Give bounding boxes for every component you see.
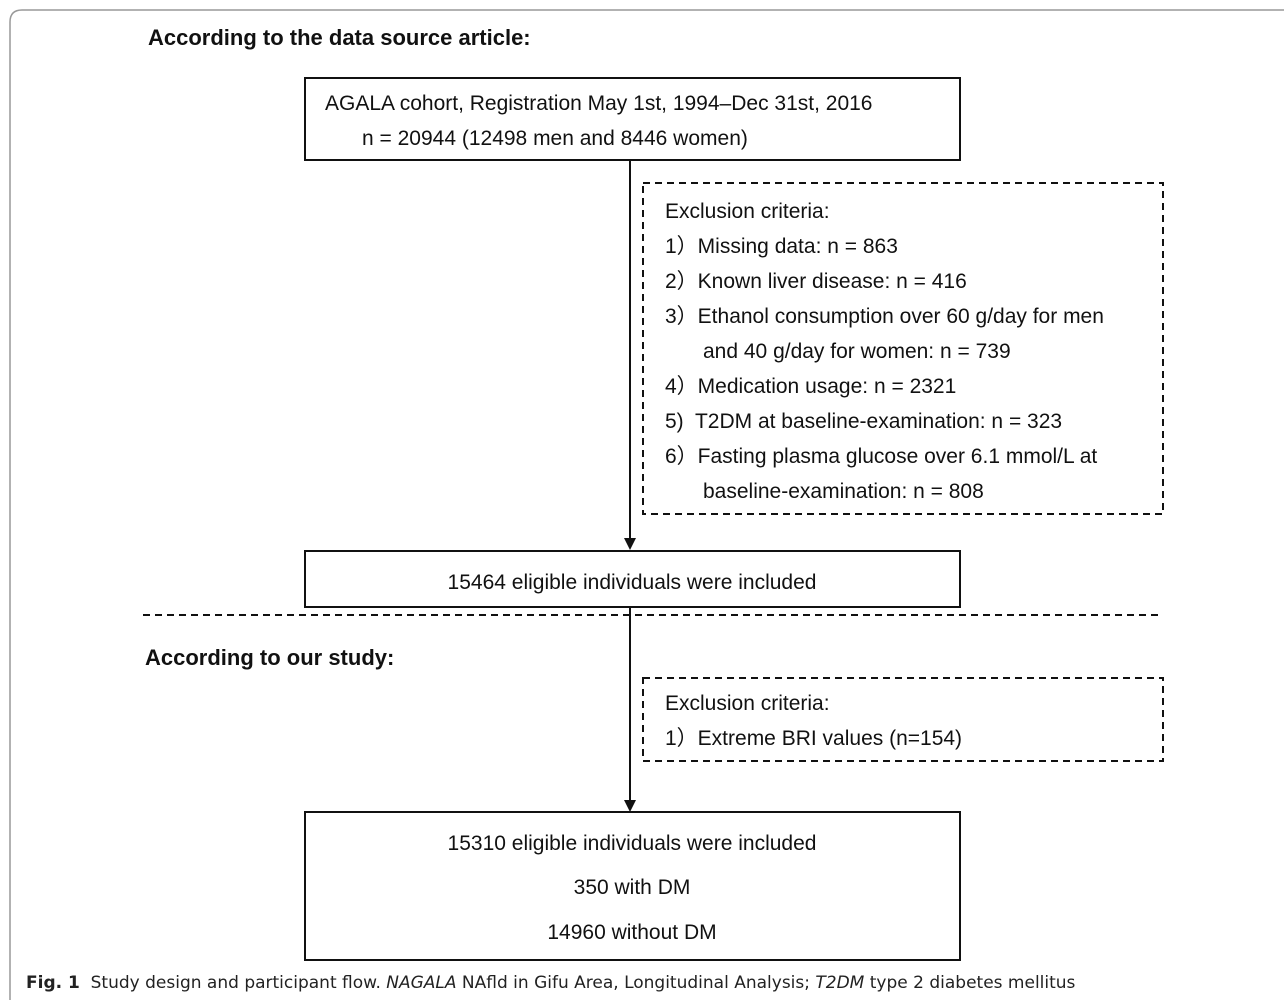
caption-label: Fig. 1 bbox=[26, 973, 80, 993]
exclusion-item: 4）Medication usage: n = 2321 bbox=[665, 375, 956, 398]
exclusion-item: 5) T2DM at baseline-examination: n = 323 bbox=[665, 410, 1062, 433]
box-text: 350 with DM bbox=[574, 876, 691, 899]
exclusion-item: and 40 g/day for women: n = 739 bbox=[703, 340, 1011, 363]
caption-space bbox=[80, 973, 91, 993]
exclusion-list: Exclusion criteria: 1）Extreme BRI values … bbox=[665, 692, 962, 750]
final-box bbox=[304, 811, 961, 961]
exclusion-item: 1）Extreme BRI values (n=154) bbox=[665, 727, 962, 750]
exclusion-list: Exclusion criteria: 1）Missing data: n = 8… bbox=[665, 200, 1104, 503]
caption-text: type 2 diabetes mellitus bbox=[864, 973, 1075, 993]
exclusion-item: 1）Missing data: n = 863 bbox=[665, 235, 898, 258]
eligible-box bbox=[304, 550, 961, 608]
arrowhead bbox=[624, 800, 636, 812]
caption-text: NAfld in Gifu Area, Longitudinal Analysi… bbox=[457, 973, 816, 993]
exclusion-box bbox=[642, 677, 1164, 762]
heading: According to our study: bbox=[145, 645, 394, 670]
exclusion-title: Exclusion criteria: bbox=[665, 200, 830, 223]
exclusion-title: Exclusion criteria: bbox=[665, 692, 830, 715]
heading: According to the data source article: bbox=[148, 25, 531, 50]
frame bbox=[9, 9, 1284, 1000]
exclusion-item: baseline-examination: n = 808 bbox=[703, 480, 984, 503]
caption-text: Study design and participant flow. bbox=[91, 973, 387, 993]
arrowhead bbox=[624, 538, 636, 550]
exclusion-item: 3）Ethanol consumption over 60 g/day for … bbox=[665, 305, 1104, 328]
box-text: 14960 without DM bbox=[547, 921, 716, 944]
box-text: AGALA cohort, Registration May 1st, 1994… bbox=[325, 92, 872, 115]
exclusion-item: 2）Known liver disease: n = 416 bbox=[665, 270, 967, 293]
caption: Fig. 1 Study design and participant flow… bbox=[26, 973, 1076, 993]
exclusion-item: 6）Fasting plasma glucose over 6.1 mmol/L… bbox=[665, 445, 1097, 468]
caption-text: NAGALA bbox=[386, 973, 456, 993]
exclusion-box bbox=[642, 182, 1164, 515]
box-text: n = 20944 (12498 men and 8446 women) bbox=[362, 127, 748, 150]
box-text: 15310 eligible individuals were included bbox=[448, 832, 817, 855]
box-text: 15464 eligible individuals were included bbox=[448, 571, 817, 594]
caption-text: T2DM bbox=[815, 973, 864, 993]
cohort-box bbox=[304, 77, 961, 161]
